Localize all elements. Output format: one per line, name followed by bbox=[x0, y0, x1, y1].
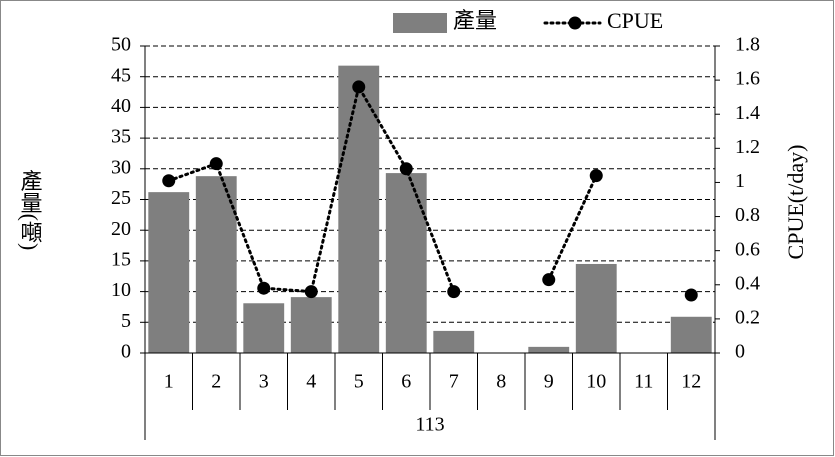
bar bbox=[670, 316, 712, 353]
point bbox=[542, 273, 556, 287]
point bbox=[589, 169, 603, 183]
y-tick-label: 30 bbox=[111, 156, 131, 178]
y-tick-label: 0 bbox=[121, 341, 131, 363]
y-tick-label: 25 bbox=[111, 187, 131, 209]
bar bbox=[338, 65, 380, 353]
bar bbox=[528, 346, 570, 353]
y-tick-label: 35 bbox=[111, 126, 131, 148]
bar bbox=[433, 330, 475, 353]
legend-label: CPUE bbox=[607, 8, 663, 33]
bar bbox=[148, 192, 190, 353]
y2-tick-label: 1.2 bbox=[735, 136, 760, 158]
y2-tick-label: 0.6 bbox=[735, 238, 760, 260]
point bbox=[684, 288, 698, 302]
x-tick-label: 6 bbox=[401, 371, 411, 393]
y2-tick-label: 0.2 bbox=[735, 306, 760, 328]
x-tick-label: 1 bbox=[164, 371, 174, 393]
y2-tick-label: 1.8 bbox=[735, 34, 760, 56]
y2-axis-label: CPUE(t/day) bbox=[783, 145, 808, 260]
x-tick-label: 2 bbox=[211, 371, 221, 393]
y-tick-label: 45 bbox=[111, 64, 131, 86]
y-tick-label: 20 bbox=[111, 218, 131, 240]
x-tick-label: 3 bbox=[259, 371, 269, 393]
point bbox=[209, 157, 223, 171]
point bbox=[162, 174, 176, 188]
x-tick-label: 10 bbox=[586, 371, 606, 393]
y2-tick-label: 0.8 bbox=[735, 204, 760, 226]
legend-item: CPUE bbox=[543, 8, 663, 33]
y2-tick-label: 0.4 bbox=[735, 272, 760, 294]
x-tick-label: 12 bbox=[681, 371, 701, 393]
point bbox=[304, 285, 318, 299]
legend-item: 產量 bbox=[393, 8, 497, 33]
x-tick-label: 5 bbox=[354, 371, 364, 393]
y-tick-label: 40 bbox=[111, 95, 131, 117]
y-tick-label: 50 bbox=[111, 34, 131, 56]
y-tick-label: 10 bbox=[111, 279, 131, 301]
y-tick-label: 15 bbox=[111, 248, 131, 270]
y2-tick-label: 1.4 bbox=[735, 102, 760, 124]
legend-swatch bbox=[393, 13, 447, 33]
y2-tick-label: 0 bbox=[735, 341, 745, 363]
point bbox=[447, 285, 461, 299]
x-tick-label: 8 bbox=[496, 371, 506, 393]
x-tick-label: 11 bbox=[634, 371, 653, 393]
x-tick-label: 4 bbox=[306, 371, 316, 393]
point bbox=[399, 162, 413, 176]
legend-marker bbox=[568, 16, 582, 30]
y-tick-label: 5 bbox=[121, 310, 131, 332]
bar bbox=[385, 173, 427, 353]
legend-label: 產量 bbox=[453, 8, 497, 33]
bar bbox=[290, 297, 332, 353]
bar bbox=[195, 176, 237, 353]
x-tick-label: 7 bbox=[449, 371, 459, 393]
x-tick-label: 9 bbox=[544, 371, 554, 393]
y2-tick-label: 1 bbox=[735, 170, 745, 192]
bar bbox=[575, 263, 617, 353]
bar bbox=[243, 303, 285, 353]
y-axis-label: 產量(噸) bbox=[18, 170, 43, 251]
y2-tick-label: 1.6 bbox=[735, 68, 760, 90]
point bbox=[257, 281, 271, 295]
point bbox=[352, 80, 366, 94]
x-group-label: 113 bbox=[415, 414, 444, 436]
